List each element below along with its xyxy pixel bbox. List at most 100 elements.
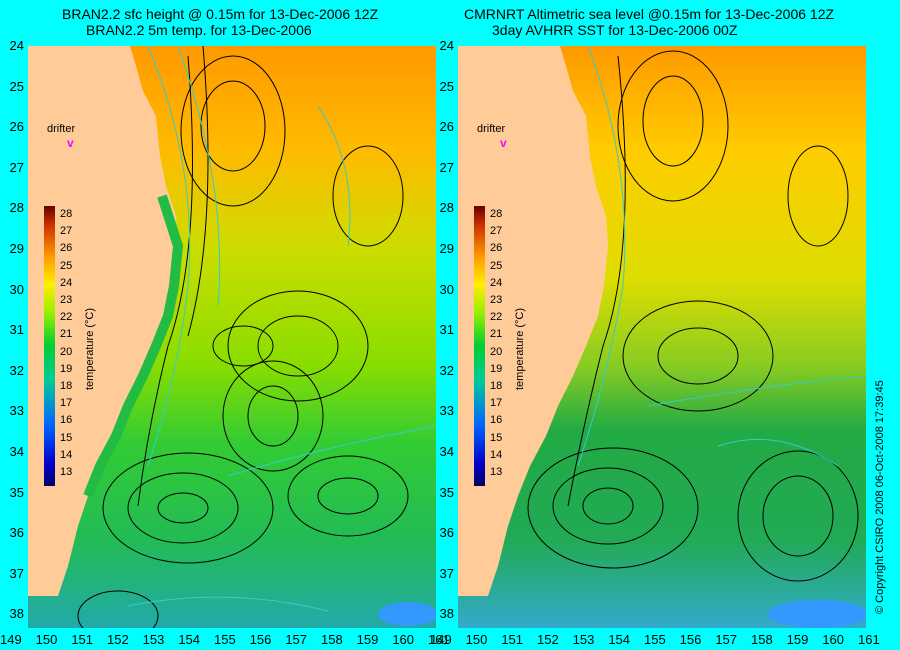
left-y-tick: 27 (9, 159, 24, 175)
right-colorbar-tick: 15 (490, 431, 503, 444)
copyright-text: © Copyright CSIRO 2008 06-Oct-2008 17:39… (874, 380, 886, 614)
right-colorbar-tick: 25 (490, 259, 503, 272)
left-colorbar-tick: 19 (60, 362, 73, 375)
left-x-tick: 157 (285, 632, 308, 647)
right-colorbar-tick: 23 (490, 294, 503, 306)
right-x-tick: 159 (786, 632, 809, 647)
right-colorbar (474, 206, 485, 486)
left-y-tick: 25 (9, 78, 24, 94)
coast-green-strip (83, 194, 184, 498)
right-x-tick: 155 (644, 632, 666, 647)
left-x-tick: 150 (35, 632, 58, 647)
left-x-tick: 161 (428, 632, 450, 647)
left-colorbar-tick: 18 (60, 380, 73, 392)
right-y-tick: 25 (439, 78, 454, 94)
right-colorbar-tick: 28 (490, 208, 503, 220)
right-y-tick: 29 (439, 241, 454, 256)
right-colorbar-tick: 17 (490, 397, 503, 410)
right-colorbar-tick: 13 (490, 466, 503, 478)
right-colorbar-tick: 16 (490, 414, 503, 427)
right-y-tick: 28 (439, 200, 454, 216)
right-colorbar-tick: 27 (490, 225, 503, 238)
right-y-tick: 26 (439, 119, 454, 135)
left-title-line1: BRAN2.2 sfc height @ 0.15m for 13-Dec-20… (62, 6, 379, 22)
left-y-tick: 29 (9, 241, 24, 256)
left-x-tick: 159 (356, 632, 379, 647)
right-x-tick: 152 (537, 632, 559, 647)
right-colorbar-tick: 14 (490, 448, 503, 461)
right-colorbar-tick: 21 (490, 328, 503, 341)
right-y-tick: 33 (439, 403, 454, 419)
left-y-tick: 33 (9, 403, 24, 419)
left-x-tick: 158 (321, 632, 343, 647)
left-colorbar-tick: 25 (60, 259, 73, 272)
left-colorbar (44, 206, 55, 486)
right-x-tick: 158 (751, 632, 773, 647)
left-y-tick: 32 (9, 362, 24, 378)
left-colorbar-label: temperature (°C) (84, 307, 96, 390)
right-y-tick: 32 (439, 362, 454, 378)
left-colorbar-tick: 24 (60, 276, 73, 289)
right-y-tick: 37 (439, 565, 454, 581)
left-x-tick: 156 (249, 632, 272, 647)
right-y-tick: 24 (439, 38, 454, 53)
right-y-tick: 31 (439, 322, 454, 338)
left-y-tick: 31 (9, 322, 24, 338)
right-x-tick: 160 (822, 632, 845, 647)
right-x-tick: 153 (572, 632, 595, 647)
temperature-isolines (127, 46, 436, 612)
left-y-tick: 34 (9, 444, 24, 459)
temperature-isolines (577, 46, 866, 467)
left-title-line2: BRAN2.2 5m temp. for 13-Dec-2006 (86, 22, 312, 38)
right-x-tick: 157 (715, 632, 738, 647)
coastline-land (458, 46, 608, 596)
right-y-tick: 27 (439, 159, 454, 175)
cold-patch (378, 602, 436, 626)
left-y-tick: 26 (9, 119, 24, 135)
cold-patch (768, 600, 866, 628)
right-x-tick: 156 (679, 632, 702, 647)
right-colorbar-tick: 26 (490, 242, 503, 255)
left-y-tick: 28 (9, 200, 24, 216)
left-y-tick: 30 (9, 281, 24, 297)
right-map-panel (458, 46, 866, 628)
left-x-tick: 153 (142, 632, 165, 647)
left-colorbar-tick: 15 (60, 431, 73, 444)
left-colorbar-tick: 16 (60, 414, 73, 427)
right-x-tick: 150 (465, 632, 488, 647)
left-colorbar-tick: 27 (60, 225, 73, 238)
left-y-tick: 36 (9, 525, 24, 541)
left-drifter-arrow-icon: v (67, 136, 74, 150)
left-colorbar-tick: 20 (60, 345, 73, 358)
left-x-tick: 154 (178, 632, 201, 647)
left-colorbar-tick: 26 (60, 242, 73, 255)
right-x-tick: 154 (608, 632, 631, 647)
right-y-tick: 34 (439, 444, 454, 459)
left-x-tick: 155 (214, 632, 236, 647)
left-colorbar-tick: 28 (60, 208, 73, 220)
sea-height-contours (77, 46, 409, 628)
left-map (28, 46, 436, 628)
right-map (458, 46, 866, 628)
left-colorbar-tick: 23 (60, 294, 73, 306)
left-x-tick: 151 (71, 632, 94, 647)
right-y-tick: 38 (439, 606, 454, 622)
left-drifter-label: drifter (47, 123, 76, 135)
left-colorbar-tick: 17 (60, 397, 73, 410)
left-map-panel (28, 46, 436, 628)
right-title-line1: CMRNRT Altimetric sea level @0.15m for 1… (464, 6, 835, 22)
right-colorbar-tick: 22 (490, 311, 503, 324)
left-x-tick: 160 (392, 632, 415, 647)
right-x-tick: 151 (501, 632, 524, 647)
right-colorbar-tick: 19 (490, 362, 503, 375)
left-colorbar-tick: 21 (60, 328, 73, 341)
left-colorbar-tick: 22 (60, 311, 73, 324)
right-colorbar-tick: 24 (490, 276, 503, 289)
left-colorbar-tick: 13 (60, 466, 73, 478)
left-x-tick: 152 (107, 632, 129, 647)
right-colorbar-tick: 20 (490, 345, 503, 358)
right-y-tick: 36 (439, 525, 454, 541)
right-y-tick: 30 (439, 281, 454, 297)
right-x-tick: 161 (858, 632, 880, 647)
right-title-line2: 3day AVHRR SST for 13-Dec-2006 00Z (492, 22, 738, 38)
